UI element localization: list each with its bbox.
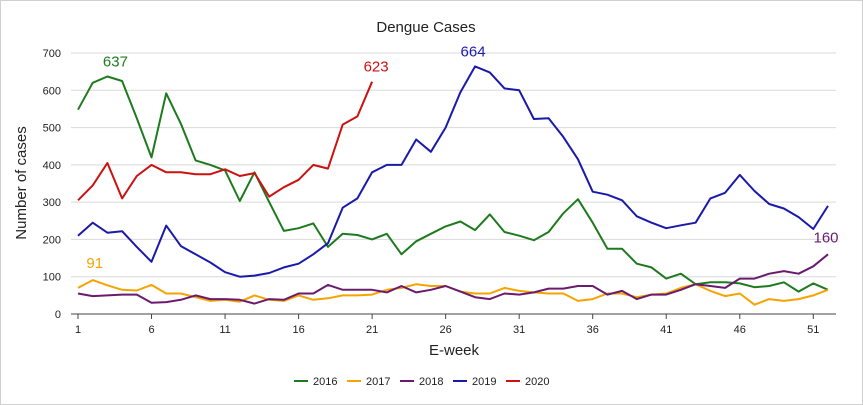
y-tick-label: 0 — [55, 309, 61, 321]
x-tick-label: 16 — [292, 324, 304, 336]
y-tick-label: 200 — [43, 234, 61, 246]
legend-label-2018: 2018 — [419, 376, 443, 388]
series-line-2017 — [77, 279, 829, 306]
peak-label-637: 637 — [103, 53, 128, 70]
x-axis-label: E-week — [429, 342, 480, 359]
peak-label-623: 623 — [364, 59, 389, 76]
y-tick-label: 600 — [43, 85, 61, 97]
x-tick-label: 41 — [660, 324, 672, 336]
y-tick-label: 400 — [43, 160, 61, 172]
y-tick-label: 700 — [43, 48, 61, 60]
x-tick-label: 31 — [513, 324, 525, 336]
y-tick-label: 300 — [43, 197, 61, 209]
chart-title: Dengue Cases — [376, 19, 475, 36]
y-axis-label: Number of cases — [13, 126, 30, 239]
legend-label-2020: 2020 — [525, 376, 549, 388]
legend-label-2017: 2017 — [366, 376, 390, 388]
legend-label-2019: 2019 — [472, 376, 496, 388]
series-line-2016 — [77, 75, 829, 293]
x-tick-label: 21 — [366, 324, 378, 336]
y-axis-ticks: 0 100 200 300 400 500 600 700 — [43, 48, 61, 321]
x-tick-label: 26 — [440, 324, 452, 336]
peak-label-664: 664 — [461, 43, 486, 60]
peak-annotations: 637 664 623 91 160 — [86, 43, 838, 272]
legend-label-2016: 2016 — [313, 376, 337, 388]
y-tick-label: 500 — [43, 123, 61, 135]
x-tick-label: 51 — [807, 324, 819, 336]
x-tick-label: 6 — [148, 324, 154, 336]
peak-label-91: 91 — [86, 255, 103, 272]
series-line-2020 — [77, 81, 374, 202]
x-tick-label: 46 — [734, 324, 746, 336]
grid-lines — [71, 52, 836, 278]
series-lines — [77, 65, 829, 306]
series-line-2018 — [77, 253, 829, 305]
legend: 2016 2017 2018 2019 2020 — [294, 376, 549, 388]
peak-label-160: 160 — [813, 229, 838, 246]
y-tick-label: 100 — [43, 272, 61, 284]
x-tick-label: 1 — [75, 324, 81, 336]
series-line-2019 — [77, 65, 829, 278]
x-tick-label: 11 — [219, 324, 230, 336]
x-axis-ticks: 1 6 11 16 21 26 31 36 41 46 51 — [75, 314, 819, 336]
x-tick-label: 36 — [587, 324, 599, 336]
